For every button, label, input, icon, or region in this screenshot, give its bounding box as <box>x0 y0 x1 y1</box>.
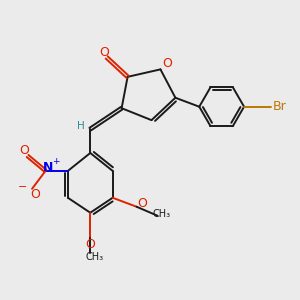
Text: Br: Br <box>273 100 287 113</box>
Text: O: O <box>85 238 95 250</box>
Text: O: O <box>162 57 172 70</box>
Text: H: H <box>77 121 85 130</box>
Text: O: O <box>30 188 40 201</box>
Text: CH₃: CH₃ <box>86 253 104 262</box>
Text: CH₃: CH₃ <box>153 209 171 219</box>
Text: N: N <box>43 161 53 174</box>
Text: −: − <box>18 182 27 192</box>
Text: O: O <box>20 144 29 157</box>
Text: O: O <box>138 197 148 210</box>
Text: +: + <box>52 157 60 166</box>
Text: O: O <box>99 46 109 59</box>
